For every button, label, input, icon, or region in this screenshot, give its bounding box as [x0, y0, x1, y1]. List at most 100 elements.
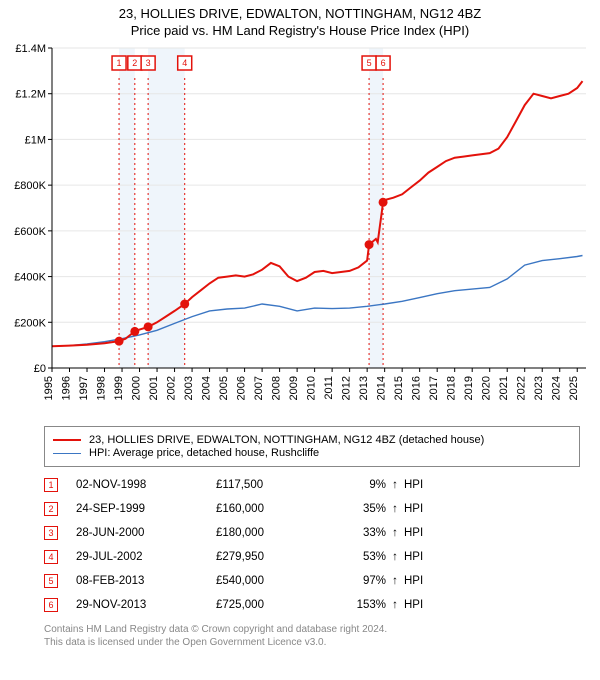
chart-area: £0£200K£400K£600K£800K£1M£1.2M£1.4M12345…	[0, 38, 600, 418]
ytick-label: £800K	[14, 180, 46, 192]
sales-num-box: 2	[44, 502, 58, 516]
xtick-label: 2023	[533, 376, 545, 400]
xtick-label: 2008	[271, 376, 283, 400]
ytick-label: £1.4M	[15, 43, 46, 55]
xtick-label: 2020	[481, 376, 493, 400]
footnote-line2: This data is licensed under the Open Gov…	[44, 636, 580, 649]
xtick-label: 2014	[376, 376, 388, 400]
xtick-label: 2022	[516, 376, 528, 400]
sales-price: £117,500	[216, 479, 326, 491]
sales-row: 629-NOV-2013£725,000153%↑HPI	[44, 593, 580, 617]
sales-hpi-label: HPI	[404, 527, 444, 539]
sale-dot	[379, 198, 388, 207]
ytick-label: £200K	[14, 317, 46, 329]
page-container: 23, HOLLIES DRIVE, EDWALTON, NOTTINGHAM,…	[0, 0, 600, 649]
sales-date: 28-JUN-2000	[76, 527, 216, 539]
sales-hpi-label: HPI	[404, 551, 444, 563]
xtick-label: 1998	[96, 376, 108, 400]
xtick-label: 2007	[253, 376, 265, 400]
sales-pct: 97%	[326, 575, 386, 587]
ytick-label: £1.2M	[15, 89, 46, 101]
up-arrow-icon: ↑	[386, 479, 404, 491]
up-arrow-icon: ↑	[386, 503, 404, 515]
sales-date: 02-NOV-1998	[76, 479, 216, 491]
sale-dot	[365, 240, 374, 249]
legend: 23, HOLLIES DRIVE, EDWALTON, NOTTINGHAM,…	[44, 426, 580, 467]
xtick-label: 2019	[463, 376, 475, 400]
sales-row: 3 28-JUN-2000£180,00033%↑HPI	[44, 521, 580, 545]
sale-marker-num: 5	[367, 58, 372, 68]
sale-band	[369, 48, 383, 368]
sales-table: 102-NOV-1998£117,5009%↑HPI 2 24-SEP-1999£1…	[44, 473, 580, 617]
sale-marker-num: 2	[132, 58, 137, 68]
footnote-line1: Contains HM Land Registry data © Crown c…	[44, 623, 580, 636]
sales-num-box: 6	[44, 598, 58, 612]
sale-marker-num: 3	[146, 58, 151, 68]
sales-date: 29-JUL-2002	[76, 551, 216, 563]
xtick-label: 2001	[148, 376, 160, 400]
xtick-label: 2012	[341, 376, 353, 400]
xtick-label: 2000	[131, 376, 143, 400]
xtick-label: 2004	[201, 376, 213, 400]
legend-row-blue: HPI: Average price, detached house, Rush…	[53, 447, 571, 459]
legend-row-red: 23, HOLLIES DRIVE, EDWALTON, NOTTINGHAM,…	[53, 434, 571, 446]
sale-marker-num: 4	[182, 58, 187, 68]
up-arrow-icon: ↑	[386, 527, 404, 539]
xtick-label: 2015	[393, 376, 405, 400]
sales-pct: 53%	[326, 551, 386, 563]
ytick-label: £600K	[14, 226, 46, 238]
sales-row: 508-FEB-2013£540,00097%↑HPI	[44, 569, 580, 593]
legend-swatch-blue	[53, 453, 81, 454]
ytick-label: £400K	[14, 272, 46, 284]
chart-title-main: 23, HOLLIES DRIVE, EDWALTON, NOTTINGHAM,…	[0, 6, 600, 21]
xtick-label: 2021	[498, 376, 510, 400]
sales-pct: 35%	[326, 503, 386, 515]
legend-label-red: 23, HOLLIES DRIVE, EDWALTON, NOTTINGHAM,…	[89, 434, 484, 446]
sales-num-box: 4	[44, 550, 58, 564]
sales-pct: 153%	[326, 599, 386, 611]
chart-title-sub: Price paid vs. HM Land Registry's House …	[0, 23, 600, 38]
sales-hpi-label: HPI	[404, 479, 444, 491]
sale-marker-num: 6	[381, 58, 386, 68]
sale-dot	[180, 300, 189, 309]
xtick-label: 2018	[446, 376, 458, 400]
sale-marker-num: 1	[117, 58, 122, 68]
xtick-label: 2010	[306, 376, 318, 400]
xtick-label: 2017	[428, 376, 440, 400]
sales-hpi-label: HPI	[404, 503, 444, 515]
sales-pct: 33%	[326, 527, 386, 539]
xtick-label: 2025	[568, 376, 580, 400]
legend-swatch-red	[53, 439, 81, 441]
xtick-label: 2002	[166, 376, 178, 400]
xtick-label: 2009	[288, 376, 300, 400]
sales-price: £180,000	[216, 527, 326, 539]
sales-pct: 9%	[326, 479, 386, 491]
chart-svg: £0£200K£400K£600K£800K£1M£1.2M£1.4M12345…	[0, 38, 600, 418]
footnote: Contains HM Land Registry data © Crown c…	[44, 623, 580, 649]
xtick-label: 2006	[236, 376, 248, 400]
sale-band	[148, 48, 185, 368]
sales-row: 2 24-SEP-1999£160,00035%↑HPI	[44, 497, 580, 521]
sales-row: 102-NOV-1998£117,5009%↑HPI	[44, 473, 580, 497]
xtick-label: 1995	[43, 376, 55, 400]
sales-num-box: 3	[44, 526, 58, 540]
sale-dot	[144, 322, 153, 331]
sales-date: 24-SEP-1999	[76, 503, 216, 515]
xtick-label: 1996	[61, 376, 73, 400]
up-arrow-icon: ↑	[386, 599, 404, 611]
xtick-label: 1997	[78, 376, 90, 400]
sales-price: £279,950	[216, 551, 326, 563]
xtick-label: 1999	[113, 376, 125, 400]
legend-label-blue: HPI: Average price, detached house, Rush…	[89, 447, 319, 459]
sales-hpi-label: HPI	[404, 599, 444, 611]
sale-dot	[130, 327, 139, 336]
sale-band	[119, 48, 135, 368]
xtick-label: 2011	[323, 376, 335, 400]
sales-hpi-label: HPI	[404, 575, 444, 587]
sales-date: 29-NOV-2013	[76, 599, 216, 611]
chart-titles: 23, HOLLIES DRIVE, EDWALTON, NOTTINGHAM,…	[0, 0, 600, 38]
up-arrow-icon: ↑	[386, 575, 404, 587]
xtick-label: 2024	[551, 376, 563, 400]
ytick-label: £1M	[25, 134, 46, 146]
sales-price: £160,000	[216, 503, 326, 515]
